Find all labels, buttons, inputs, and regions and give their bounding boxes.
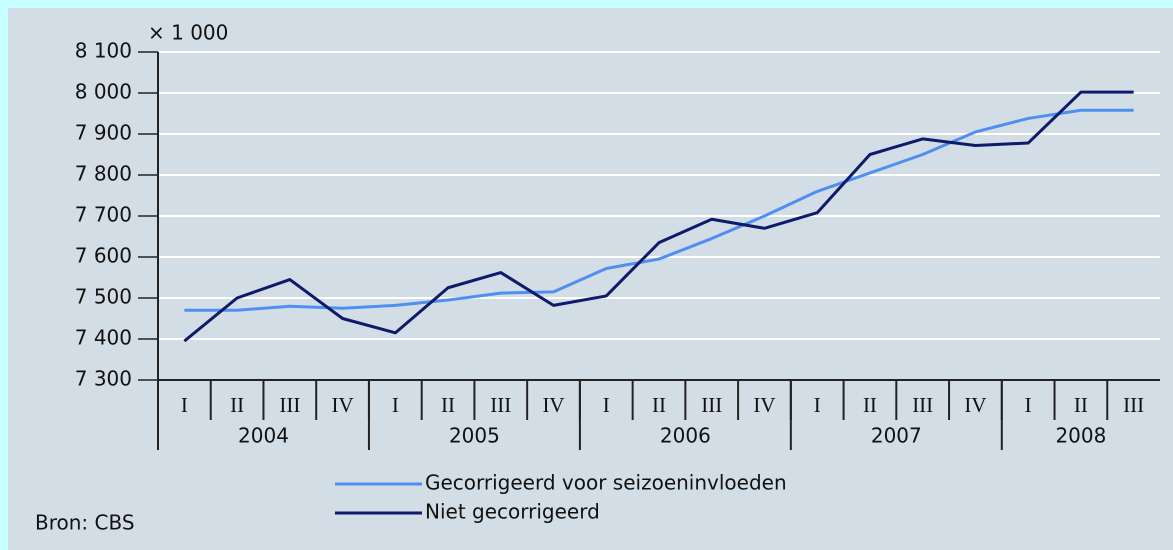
x-tick-label: III <box>701 393 722 417</box>
legend-label: Gecorrigeerd voor seizoeninvloeden <box>425 471 787 495</box>
y-tick-label: 7 600 <box>75 244 132 268</box>
y-tick-label: 7 300 <box>75 367 132 391</box>
x-tick-label: II <box>863 393 877 417</box>
x-tick-label: III <box>490 393 511 417</box>
x-tick-label: I <box>603 393 610 417</box>
y-tick-label: 7 500 <box>75 285 132 309</box>
series-line <box>183 90 1134 343</box>
year-label: 2007 <box>871 424 922 448</box>
unit-label: × 1 000 <box>148 21 228 45</box>
series-line <box>184 108 1134 312</box>
x-tick-label: II <box>652 393 666 417</box>
x-tick-label: IV <box>964 393 986 417</box>
x-tick-label: I <box>1025 393 1032 417</box>
legend-label: Niet gecorrigeerd <box>425 500 600 524</box>
x-tick-label: III <box>1123 393 1144 417</box>
y-tick-label: 7 800 <box>75 162 132 186</box>
x-tick-label: IV <box>753 393 775 417</box>
y-tick-label: 7 700 <box>75 203 132 227</box>
y-tick-label: 8 100 <box>75 39 132 63</box>
year-label: 2005 <box>449 424 500 448</box>
x-tick-label: I <box>814 393 821 417</box>
x-tick-label: IV <box>542 393 564 417</box>
source: Bron: CBS <box>35 511 135 535</box>
x-tick-label: II <box>230 393 244 417</box>
x-tick-label: I <box>181 393 188 417</box>
x-tick-label: I <box>392 393 399 417</box>
x-tick-label: II <box>441 393 455 417</box>
year-label: 2006 <box>660 424 711 448</box>
x-tick-label: II <box>1074 393 1088 417</box>
y-tick-label: 8 000 <box>75 80 132 104</box>
y-tick-label: 7 900 <box>75 121 132 145</box>
panel <box>8 8 1173 550</box>
year-label: 2008 <box>1055 424 1106 448</box>
year-label: 2004 <box>238 424 289 448</box>
x-tick-label: III <box>912 393 933 417</box>
x-tick-label: IV <box>331 393 353 417</box>
x-tick-label: III <box>279 393 300 417</box>
y-tick-label: 7 400 <box>75 326 132 350</box>
